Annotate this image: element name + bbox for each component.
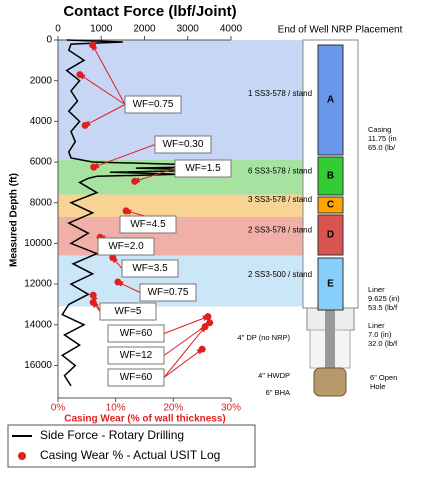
y-tick-label: 12000 bbox=[24, 279, 52, 290]
diagram-note: 7.0 (in) bbox=[368, 330, 392, 339]
diagram-note: 65.0 (lb/ bbox=[368, 143, 396, 152]
annotation-box bbox=[97, 237, 155, 256]
annotation-label: WF=0.75 bbox=[148, 287, 189, 298]
x-tick-label: 0 bbox=[55, 24, 61, 35]
y-tick-label: 2000 bbox=[30, 75, 53, 86]
x2-tick-label: 20% bbox=[163, 403, 183, 414]
section-label: A bbox=[327, 95, 334, 106]
diagram-note: 4" HWDP bbox=[258, 371, 290, 380]
annotation-label: WF=0.75 bbox=[133, 99, 174, 110]
legend bbox=[7, 424, 256, 468]
drill-pipe bbox=[325, 310, 335, 368]
wear-point bbox=[122, 207, 130, 215]
annotation-box bbox=[107, 368, 165, 387]
annotation-arrow bbox=[163, 315, 209, 334]
x-tick-label: 4000 bbox=[220, 24, 243, 35]
section-label: B bbox=[327, 171, 334, 182]
annotation-box bbox=[139, 283, 197, 302]
diagram-note: Liner bbox=[368, 285, 385, 294]
x2-tick-label: 30% bbox=[221, 403, 241, 414]
band-label: 2 SS3-578 / stand bbox=[248, 225, 312, 234]
wear-point bbox=[81, 121, 89, 129]
annotation-box bbox=[124, 95, 182, 114]
band-label: 3 SS3-578 / stand bbox=[248, 195, 312, 204]
section-label: C bbox=[327, 200, 334, 211]
y-tick-label: 0 bbox=[46, 35, 52, 46]
x2-axis-label: Casing Wear (% of wall thickness) bbox=[64, 414, 226, 425]
band-label: 6 SS3-578 / stand bbox=[248, 166, 312, 175]
annotation-label: WF=0.30 bbox=[163, 139, 204, 150]
diagram-note: Casing bbox=[368, 125, 391, 134]
diagram-note: 53.5 (lb/f bbox=[368, 303, 398, 312]
annotation-label: WF=60 bbox=[120, 328, 153, 339]
y-tick-label: 10000 bbox=[24, 238, 52, 249]
wellbore bbox=[302, 39, 359, 397]
annotation-label: WF=60 bbox=[120, 372, 153, 383]
annotation-arrow bbox=[92, 301, 101, 312]
x-tick-label: 2000 bbox=[133, 24, 156, 35]
diagram-title: End of Well NRP Placement bbox=[278, 25, 403, 36]
y-axis-label: Measured Depth (ft) bbox=[9, 173, 20, 267]
annotation-box bbox=[107, 324, 165, 343]
annotation-label: WF=4.5 bbox=[130, 219, 166, 230]
section-a bbox=[317, 44, 344, 156]
x2-tick-label: 10% bbox=[106, 403, 126, 414]
section-label: E bbox=[327, 279, 334, 290]
x2-tick-label: 0% bbox=[51, 403, 66, 414]
annotation-label: WF=1.5 bbox=[185, 163, 221, 174]
diagram-note: 32.0 (lb/f bbox=[368, 339, 398, 348]
diagram-note: 6" BHA bbox=[266, 388, 290, 397]
annotation-arrow bbox=[92, 44, 126, 105]
diagram-note: Hole bbox=[370, 382, 385, 391]
diagram-note: 6" Open bbox=[370, 373, 397, 382]
annotation-arrow bbox=[84, 104, 126, 126]
annotation-label: WF=5 bbox=[115, 306, 142, 317]
annotation-box bbox=[107, 346, 165, 365]
annotation-arrow bbox=[133, 168, 176, 183]
annotation-label: WF=2.0 bbox=[108, 241, 144, 252]
section-e bbox=[317, 257, 344, 311]
annotation-box bbox=[121, 259, 179, 278]
section-label: D bbox=[327, 230, 334, 241]
section-c bbox=[317, 196, 344, 214]
annotation-arrow bbox=[117, 281, 141, 293]
diagram-note: 11.75 (in bbox=[368, 134, 397, 143]
y-tick-label: 14000 bbox=[24, 319, 52, 330]
y-tick-label: 16000 bbox=[24, 360, 52, 371]
diagram-note: 4" DP (no NRP) bbox=[237, 333, 290, 342]
annotation-box bbox=[154, 135, 212, 154]
band bbox=[58, 194, 358, 217]
band-label: 1 SS3-578 / stand bbox=[248, 89, 312, 98]
annotation-box bbox=[99, 302, 157, 321]
annotation-arrow bbox=[92, 144, 156, 169]
annotation-box bbox=[119, 215, 177, 234]
bit bbox=[313, 367, 347, 397]
annotation-box bbox=[174, 159, 232, 178]
annotation-arrow bbox=[79, 74, 126, 105]
chart-title: Contact Force (lbf/Joint) bbox=[63, 3, 236, 20]
section-d bbox=[317, 214, 344, 256]
y-tick-label: 8000 bbox=[30, 197, 53, 208]
y-tick-label: 6000 bbox=[30, 157, 53, 168]
annotation-label: WF=12 bbox=[120, 350, 153, 361]
annotation-arrow bbox=[163, 348, 203, 378]
band-label: 2 SS3-500 / stand bbox=[248, 270, 312, 279]
legend-label: Side Force - Rotary Drilling bbox=[40, 428, 184, 442]
diagram-note: Liner bbox=[368, 321, 385, 330]
diagram-note: 9.625 (in) bbox=[368, 294, 400, 303]
section-b bbox=[317, 156, 344, 196]
annotation-arrow bbox=[112, 256, 123, 269]
x-tick-label: 1000 bbox=[90, 24, 113, 35]
legend-marker bbox=[18, 452, 26, 460]
x-tick-label: 3000 bbox=[177, 24, 200, 35]
legend-label: Casing Wear % - Actual USIT Log bbox=[40, 448, 220, 462]
side-force-line bbox=[60, 39, 232, 387]
annotation-arrow bbox=[163, 326, 206, 378]
y-tick-label: 4000 bbox=[30, 116, 53, 127]
annotation-label: WF=3.5 bbox=[132, 263, 168, 274]
